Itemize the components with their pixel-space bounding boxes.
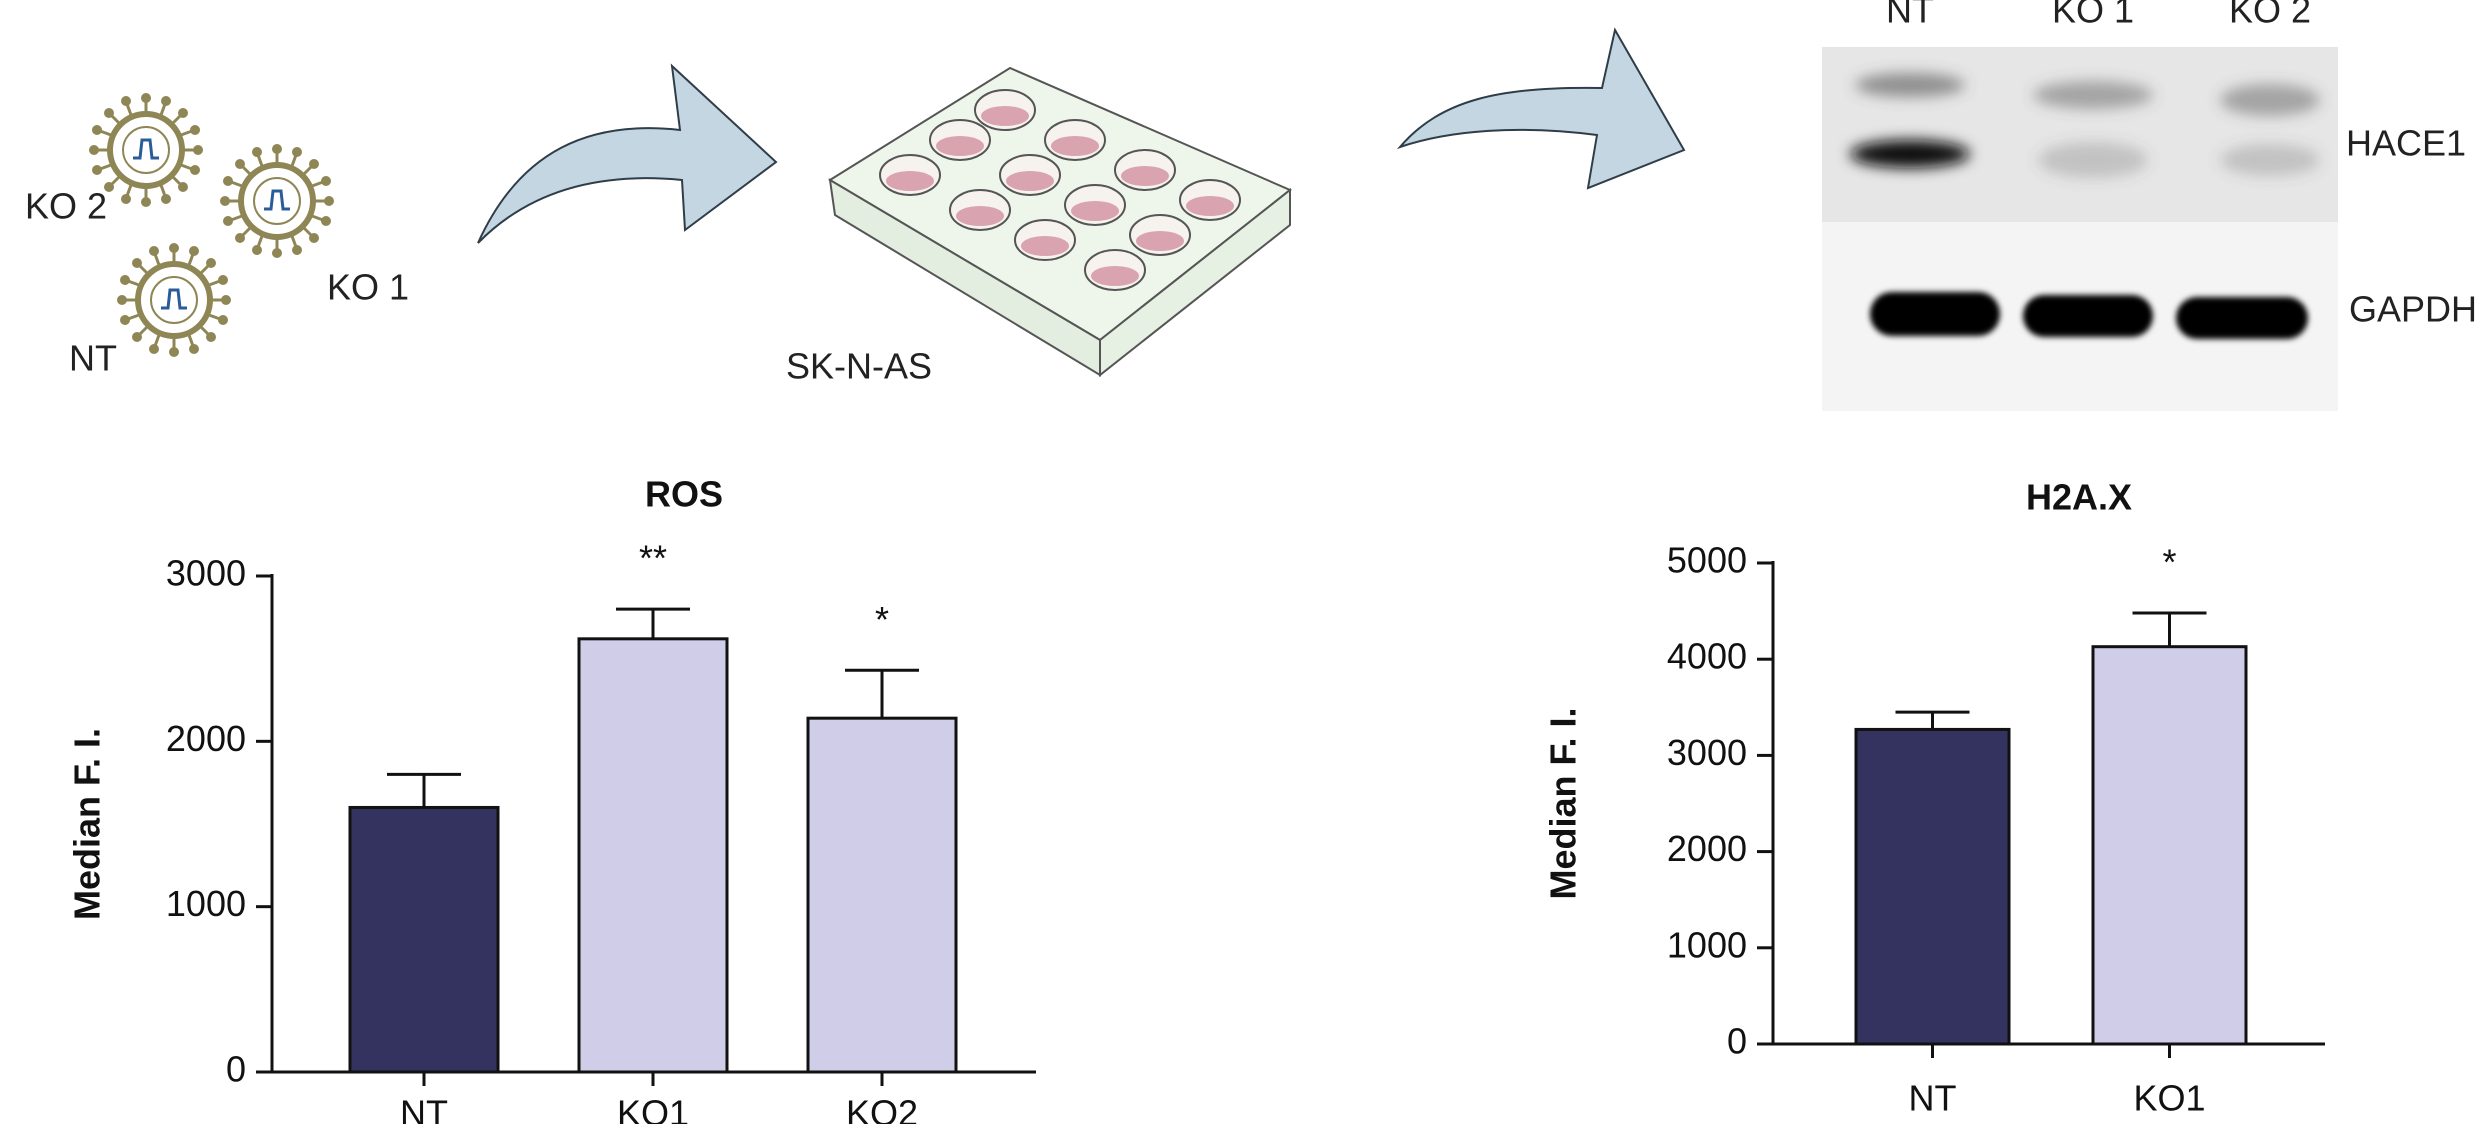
bar	[808, 718, 956, 1072]
y-tick-label: 2000	[166, 718, 246, 759]
x-tick-label: NT	[400, 1093, 448, 1124]
y-tick-label: 0	[226, 1049, 246, 1090]
y-tick-label: 4000	[1667, 636, 1747, 677]
y-tick-label: 3000	[1667, 732, 1747, 773]
x-tick-label: NT	[1909, 1078, 1957, 1119]
lane-label: KO 2	[2229, 0, 2311, 31]
y-axis-label: Median F. I.	[67, 728, 108, 920]
virus-label: NT	[69, 338, 117, 379]
figure: KO 2 KO 1 NT SK-N-AS	[0, 0, 2480, 1124]
significance-label: **	[639, 538, 667, 579]
y-axis-label: Median F. I.	[1543, 707, 1584, 899]
significance-label: *	[875, 599, 889, 640]
y-tick-label: 3000	[166, 553, 246, 594]
cell-line-label: SK-N-AS	[786, 346, 932, 387]
significance-label: *	[2162, 542, 2176, 583]
bar	[2093, 647, 2246, 1044]
x-tick-label: KO1	[617, 1093, 689, 1124]
lane-label: NT	[1886, 0, 1934, 31]
virus-label: KO 2	[25, 186, 107, 227]
protein-label: GAPDH	[2349, 289, 2477, 330]
virus-icons	[89, 93, 334, 357]
y-tick-label: 2000	[1667, 828, 1747, 869]
y-tick-label: 1000	[1667, 924, 1747, 965]
x-tick-label: KO2	[846, 1093, 918, 1124]
x-tick-label: KO1	[2133, 1078, 2205, 1119]
y-tick-label: 0	[1727, 1021, 1747, 1062]
chart-title: H2A.X	[2026, 477, 2132, 518]
virus-label: KO 1	[327, 267, 409, 308]
arrow	[478, 66, 776, 243]
lane-label: KO 1	[2052, 0, 2134, 31]
well-plate	[830, 68, 1290, 375]
bar	[579, 639, 727, 1072]
protein-label: HACE1	[2346, 123, 2466, 164]
western-blot	[1822, 47, 2338, 411]
bar	[1856, 729, 2009, 1044]
arrow	[1400, 30, 1684, 188]
chart-title: ROS	[645, 474, 723, 515]
y-tick-label: 1000	[166, 883, 246, 924]
y-tick-label: 5000	[1667, 540, 1747, 581]
bar	[350, 807, 498, 1072]
